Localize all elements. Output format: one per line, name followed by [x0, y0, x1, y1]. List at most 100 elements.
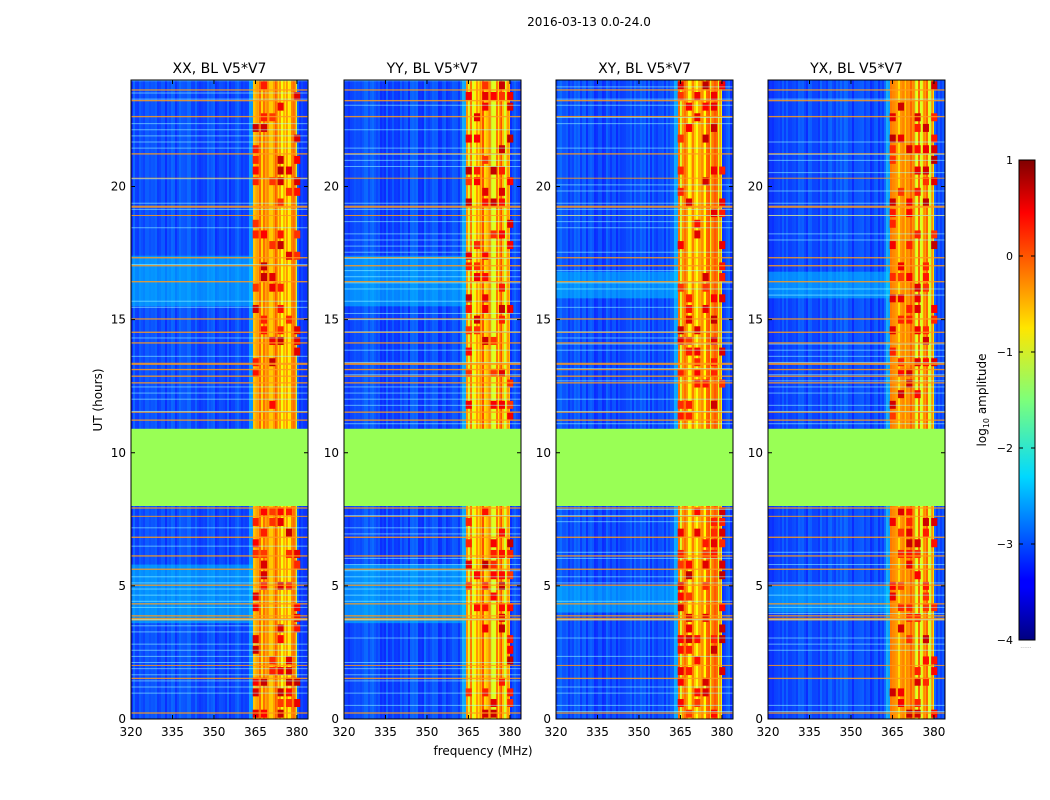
rfi-block — [922, 336, 929, 345]
freq-strip — [938, 80, 940, 719]
freq-strip — [920, 80, 922, 719]
faint-time-line — [344, 233, 521, 235]
rfi-block — [269, 656, 276, 665]
faint-time-line — [556, 515, 733, 517]
rfi-block — [710, 539, 717, 548]
rfi-block — [490, 400, 497, 409]
faint-time-line — [768, 98, 945, 100]
faint-time-line — [344, 533, 521, 535]
rfi-block — [498, 613, 505, 622]
rfi-block — [498, 368, 505, 377]
rfi-time-line — [768, 281, 945, 283]
rfi-block — [507, 400, 514, 409]
rfi-block — [710, 336, 717, 345]
rfi-block — [711, 71, 717, 79]
freq-strip — [832, 80, 834, 719]
faint-time-line — [344, 129, 521, 131]
rfi-block — [889, 209, 896, 218]
rfi-time-line — [768, 677, 945, 680]
rfi-block — [702, 177, 709, 186]
faint-time-line — [768, 214, 945, 216]
rfi-block — [677, 699, 684, 708]
rfi-block — [931, 81, 938, 90]
faint-time-line — [344, 637, 521, 639]
freq-strip — [850, 80, 852, 719]
rfi-block — [260, 326, 268, 335]
faint-time-line — [768, 374, 945, 376]
faint-time-line — [556, 208, 733, 210]
plot-frame — [767, 79, 946, 720]
rfi-block — [277, 304, 284, 313]
rfi-block — [906, 368, 913, 377]
rfi-block — [719, 273, 726, 282]
rfi-time-line — [556, 281, 733, 283]
y-tick-label: 5 — [755, 579, 763, 593]
rfi-block — [277, 166, 284, 175]
rfi-block — [677, 677, 684, 686]
emission-band — [768, 585, 890, 613]
rfi-block — [914, 709, 921, 718]
rfi-block — [465, 198, 472, 207]
faint-time-line — [131, 227, 308, 229]
faint-time-line — [131, 668, 308, 670]
colorbar-tick-label: 0 — [1006, 250, 1013, 263]
rfi-time-line — [344, 712, 521, 714]
y-tick-label: 10 — [748, 446, 763, 460]
faint-time-line — [768, 239, 945, 241]
faint-time-line — [344, 398, 521, 400]
faint-time-line — [768, 582, 945, 584]
rfi-time-line — [131, 712, 308, 714]
faint-time-line — [768, 423, 945, 425]
rfi-block — [507, 539, 514, 548]
rfi-time-line — [344, 615, 521, 617]
plot-frame — [555, 79, 734, 720]
rfi-time-line — [556, 362, 733, 365]
freq-strip — [864, 80, 866, 719]
x-tick-label: 380 — [922, 725, 945, 739]
rfi-time-line — [556, 568, 733, 570]
rfi-time-line — [344, 584, 521, 586]
faint-time-line — [131, 202, 308, 204]
rfi-block — [490, 699, 497, 708]
y-tick-label: 0 — [118, 712, 126, 726]
rfi-block — [897, 390, 905, 399]
rfi-block — [490, 709, 497, 718]
rfi-block — [294, 699, 301, 708]
rfi-block — [277, 230, 284, 239]
rfi-block — [914, 123, 921, 132]
y-tick-label: 20 — [324, 180, 339, 194]
rfi-block — [465, 134, 472, 143]
rfi-block — [277, 155, 284, 164]
rfi-block — [897, 688, 905, 697]
faint-time-line — [556, 214, 733, 216]
emission-band — [131, 564, 253, 624]
heatmap-image — [768, 80, 945, 719]
rfi-block — [260, 560, 268, 569]
rfi-block — [906, 517, 913, 526]
rfi-block — [507, 645, 514, 654]
heatmap-image — [556, 71, 733, 719]
freq-strip — [886, 80, 888, 719]
faint-time-line — [131, 619, 308, 621]
y-tick-label: 0 — [543, 712, 551, 726]
rfi-block — [482, 294, 489, 303]
rfi-block — [277, 624, 284, 633]
rfi-block — [931, 656, 938, 665]
faint-time-line — [556, 86, 733, 88]
faint-time-line — [131, 582, 308, 584]
rfi-time-line — [768, 318, 945, 320]
freq-strip — [836, 80, 838, 719]
x-tick-label: 380 — [710, 725, 733, 739]
faint-time-line — [768, 361, 945, 363]
faint-time-line — [556, 117, 733, 119]
rfi-block — [710, 368, 717, 377]
rfi-block — [507, 304, 514, 313]
panel-4: YX, BL V5*V7 320 335 350 365 380 0 5 10 15 20 — [748, 61, 946, 739]
rfi-block — [482, 624, 489, 633]
rfi-block — [465, 294, 472, 303]
faint-time-line — [344, 392, 521, 394]
rfi-block — [702, 560, 709, 569]
rfi-time-line — [344, 281, 521, 283]
faint-time-line — [131, 600, 308, 602]
